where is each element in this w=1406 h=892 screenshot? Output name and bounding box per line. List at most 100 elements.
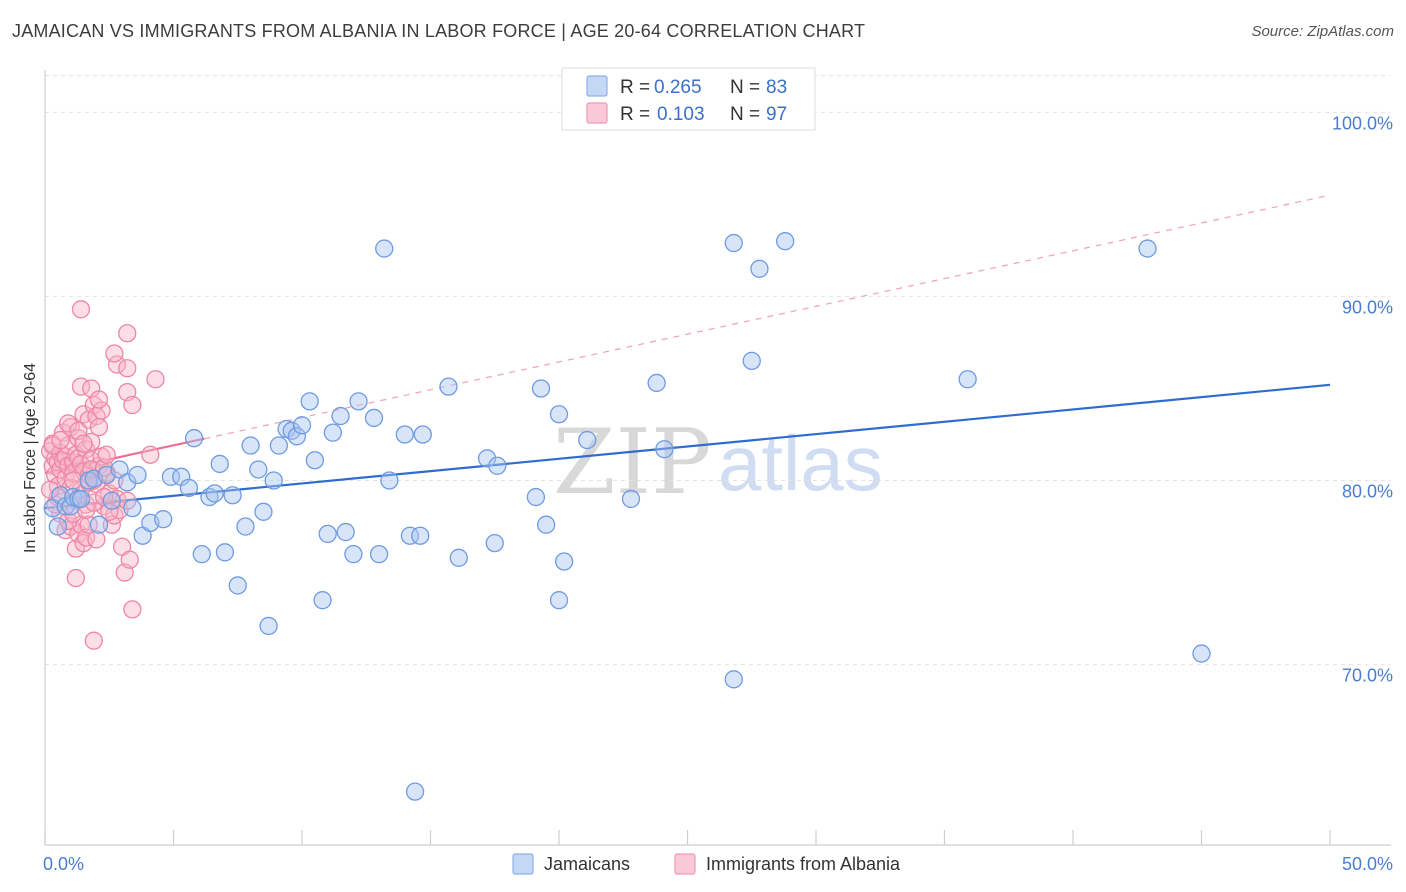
jamaican-point <box>323 423 342 442</box>
albania-point <box>87 530 106 549</box>
jamaican-point <box>742 351 761 371</box>
jamaican-point <box>485 533 504 553</box>
y-tick-label: 100.0% <box>1332 113 1393 133</box>
x-ticks <box>44 830 1331 845</box>
albania-point <box>92 401 111 420</box>
legend-r-value-2: 0.103 <box>657 104 705 125</box>
legend-n-value-2: 97 <box>766 104 787 125</box>
jamaican-point <box>364 408 384 428</box>
albania-point <box>64 471 83 490</box>
albania-point <box>51 430 70 450</box>
jamaican-point <box>210 454 229 474</box>
jamaican-point <box>395 425 414 444</box>
jamaican-point <box>118 473 137 492</box>
jamaican-point <box>287 427 307 446</box>
jamaican-point <box>215 543 235 562</box>
albania-points <box>40 300 165 650</box>
y-axis-label: In Labor Force | Age 20-64 <box>22 363 39 553</box>
albania-point <box>79 515 98 534</box>
y-tick-label: 70.0% <box>1342 666 1393 686</box>
albania-point <box>58 414 78 433</box>
jamaican-point <box>549 405 569 424</box>
jamaican-point <box>292 416 312 435</box>
y-tick-label: 90.0% <box>1342 297 1393 317</box>
legend: R = 0.265 N = 83 R = 0.103 N = 97 <box>561 67 816 131</box>
bottom-legend-swatch-jamaicans <box>512 853 534 875</box>
jamaican-point <box>349 392 368 411</box>
jamaican-point <box>655 440 674 459</box>
jamaican-point <box>958 370 977 389</box>
jamaican-point <box>411 526 430 545</box>
jamaican-point <box>318 524 337 544</box>
jamaican-point <box>282 421 301 440</box>
albania-point <box>40 480 60 499</box>
jamaican-point <box>413 425 432 444</box>
jamaican-point <box>223 486 242 505</box>
trend-lines <box>44 194 1331 510</box>
legend-swatch-jamaicans <box>586 75 608 97</box>
jamaican-point <box>439 377 458 396</box>
jamaican-point <box>369 544 389 564</box>
jamaican-point <box>254 502 273 521</box>
jamaican-point <box>380 471 399 490</box>
jamaican-point <box>249 460 268 479</box>
jamaican-point <box>549 591 569 610</box>
y-tick-label: 80.0% <box>1342 482 1393 502</box>
trend-line-albania-solid <box>44 437 205 475</box>
albania-point <box>89 390 109 409</box>
jamaican-point <box>123 498 142 518</box>
jamaican-point <box>236 517 255 536</box>
jamaican-point <box>344 544 363 564</box>
legend-n-label-2: N = <box>730 104 760 125</box>
legend-n-label-1: N = <box>730 77 760 98</box>
jamaican-point <box>128 465 147 485</box>
jamaican-point <box>205 484 224 503</box>
albania-point <box>105 344 124 363</box>
jamaican-point <box>621 489 641 509</box>
legend-r-label-2: R = <box>620 104 650 125</box>
jamaican-point <box>400 526 420 545</box>
bottom-legend-swatch-albania <box>674 853 696 875</box>
albania-point <box>146 370 165 389</box>
jamaican-point <box>161 467 181 486</box>
jamaican-point <box>179 478 199 498</box>
x-tick-label-min: 0.0% <box>43 854 84 874</box>
jamaican-point <box>336 522 355 542</box>
jamaican-point <box>647 373 666 393</box>
albania-point <box>100 502 119 521</box>
jamaican-point <box>192 544 211 564</box>
jamaican-point <box>264 471 283 490</box>
jamaican-point <box>305 451 325 470</box>
legend-n-value-1: 83 <box>766 77 787 98</box>
albania-point <box>118 324 137 343</box>
jamaican-point <box>102 491 121 510</box>
albania-point <box>120 550 139 569</box>
jamaican-point <box>1192 644 1211 663</box>
watermark-atlas: atlas <box>718 419 883 507</box>
jamaican-point <box>259 616 278 636</box>
jamaican-point <box>750 259 769 278</box>
trend-line-jamaicans <box>44 383 1331 510</box>
gridlines <box>45 75 1391 666</box>
jamaican-point <box>449 548 468 567</box>
jamaican-point <box>71 489 91 509</box>
trend-line-albania-dashed <box>204 194 1331 440</box>
jamaican-point <box>776 232 795 251</box>
bottom-legend-albania: Immigrants from Albania <box>706 854 901 874</box>
bottom-legend: Jamaicans Immigrants from Albania <box>512 853 901 875</box>
albania-point <box>71 300 91 319</box>
albania-point <box>66 568 85 588</box>
watermark-zip: ZIP <box>553 410 712 515</box>
jamaican-point <box>89 515 109 534</box>
jamaican-point <box>48 517 67 536</box>
albania-point <box>107 355 127 374</box>
albania-point <box>74 434 93 453</box>
jamaican-point <box>405 782 425 801</box>
jamaican-point <box>313 591 332 610</box>
legend-swatch-albania <box>586 102 608 124</box>
jamaican-point <box>1138 239 1157 258</box>
source-label: Source: ZipAtlas.com <box>1251 23 1394 40</box>
jamaican-point <box>375 239 394 258</box>
albania-point <box>141 445 160 464</box>
